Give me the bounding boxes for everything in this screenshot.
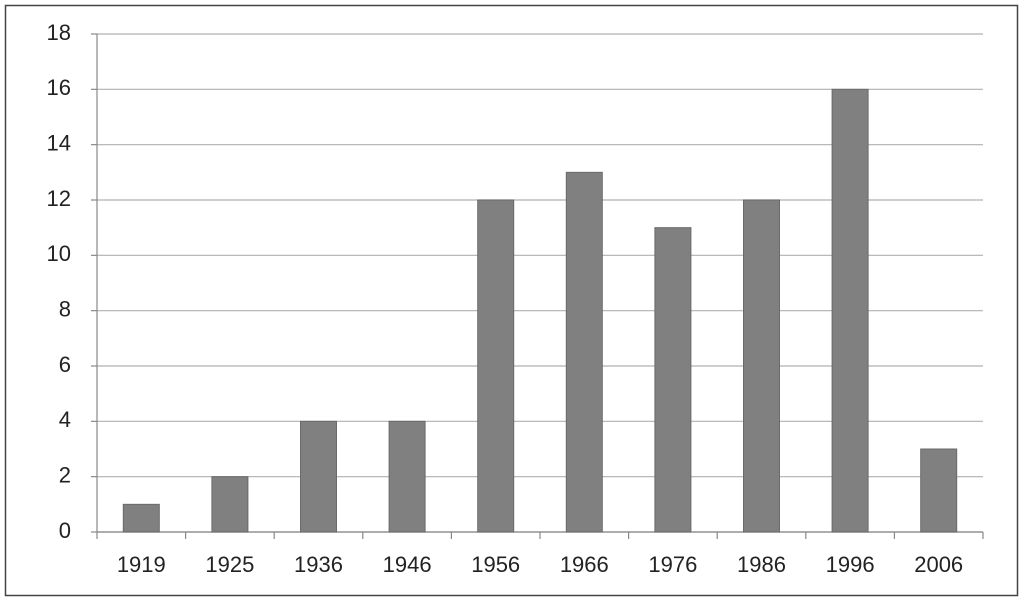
y-tick-label: 12 bbox=[47, 186, 71, 211]
x-tick-label: 1956 bbox=[471, 552, 520, 577]
x-tick-label: 1996 bbox=[826, 552, 875, 577]
bar bbox=[122, 503, 160, 533]
bar bbox=[477, 199, 515, 533]
x-tick-label: 2006 bbox=[914, 552, 963, 577]
bar bbox=[388, 420, 426, 533]
y-tick-label: 16 bbox=[47, 75, 71, 100]
x-tick-label: 1946 bbox=[383, 552, 432, 577]
x-tick-label: 1925 bbox=[205, 552, 254, 577]
bar bbox=[565, 171, 603, 533]
y-tick-label: 10 bbox=[47, 241, 71, 266]
y-tick-label: 4 bbox=[59, 407, 71, 432]
y-tick-label: 14 bbox=[47, 130, 71, 155]
bar bbox=[654, 227, 692, 533]
x-tick-label: 1966 bbox=[560, 552, 609, 577]
y-tick-label: 2 bbox=[59, 462, 71, 487]
y-tick-label: 6 bbox=[59, 352, 71, 377]
bar bbox=[300, 420, 337, 533]
bar bbox=[920, 448, 958, 533]
x-tick-label: 1976 bbox=[648, 552, 697, 577]
bar bbox=[211, 476, 249, 533]
y-tick-label: 18 bbox=[47, 20, 71, 45]
bar bbox=[831, 88, 869, 533]
x-tick-label: 1919 bbox=[117, 552, 166, 577]
y-tick-label: 8 bbox=[59, 296, 71, 321]
y-tick-label: 0 bbox=[59, 518, 71, 543]
x-tick-label: 1986 bbox=[737, 552, 786, 577]
x-tick-label: 1936 bbox=[294, 552, 343, 577]
bar bbox=[743, 199, 780, 533]
